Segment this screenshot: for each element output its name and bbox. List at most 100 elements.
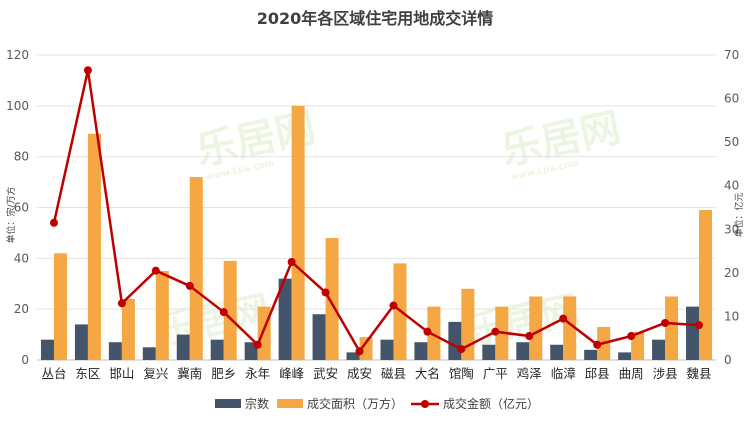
legend: 宗数 成交面积（万方） 成交金额（亿元） xyxy=(215,396,539,411)
bar-count xyxy=(312,314,326,360)
bar-area xyxy=(665,296,679,360)
legend-swatch xyxy=(277,399,303,408)
line-point xyxy=(49,218,58,227)
y2-axis-label: 单位：亿元 xyxy=(733,192,745,237)
line-point xyxy=(321,288,330,297)
chart-title: 2020年各区域住宅用地成交详情 xyxy=(257,9,494,28)
line-point xyxy=(83,66,92,75)
bar-area xyxy=(155,271,169,360)
bar-count xyxy=(414,342,428,360)
y-tick-label: 100 xyxy=(6,99,29,113)
y2-tick-label: 70 xyxy=(724,48,739,62)
bar-area xyxy=(699,210,713,360)
y-tick-label: 60 xyxy=(14,201,29,215)
line-point xyxy=(389,301,398,310)
bar-count xyxy=(584,349,598,360)
bar-count xyxy=(176,334,190,360)
bars xyxy=(40,105,713,360)
bar-count xyxy=(686,306,700,360)
line-point xyxy=(525,332,534,341)
legend-swatch-marker xyxy=(421,400,429,408)
bar-area xyxy=(359,337,373,360)
legend-label: 成交面积（万方） xyxy=(307,396,403,411)
bar-count xyxy=(210,339,224,360)
bar-count xyxy=(482,344,496,360)
x-tick-label: 曲周 xyxy=(619,366,644,381)
line-point xyxy=(423,327,432,336)
amount-line xyxy=(49,66,704,356)
legend-label: 宗数 xyxy=(245,396,269,411)
line-point xyxy=(695,321,704,330)
y2-tick-label: 30 xyxy=(724,222,739,236)
bar-count xyxy=(516,342,530,360)
line-point xyxy=(627,332,636,341)
line-point xyxy=(457,345,466,354)
bar-count xyxy=(448,321,462,360)
y2-tick-label: 10 xyxy=(724,309,739,323)
bar-area xyxy=(631,332,645,360)
y-tick-label: 40 xyxy=(14,251,29,265)
bar-area xyxy=(427,306,441,360)
x-tick-label: 磁县 xyxy=(381,366,406,381)
line-point xyxy=(593,340,602,349)
y-axis-label: 单位：宗/万方 xyxy=(5,186,17,243)
bar-area xyxy=(529,296,543,360)
x-tick-label: 复兴 xyxy=(143,366,168,381)
bar-area xyxy=(223,260,237,360)
x-tick-label: 鸡泽 xyxy=(517,366,542,381)
axes: 0 20 40 60 80 100 120 0 10 20 30 40 50 60 70 丛台 东区 邯山 复兴 冀南… xyxy=(6,48,739,381)
bar-area xyxy=(53,253,67,360)
bar-count xyxy=(74,324,88,360)
x-tick-label: 东区 xyxy=(75,366,100,381)
y2-tick-label: 20 xyxy=(724,266,739,280)
bar-count xyxy=(618,352,632,360)
bar-count xyxy=(278,278,292,360)
bar-area xyxy=(121,299,135,360)
x-tick-label: 永年 xyxy=(245,366,270,381)
x-tick-label: 馆陶 xyxy=(449,366,474,381)
amount-line-path xyxy=(52,69,700,353)
y2-tick-label: 60 xyxy=(724,92,739,106)
bar-count xyxy=(346,352,360,360)
y2-tick-label: 50 xyxy=(724,135,739,149)
x-tick-label: 武安 xyxy=(313,366,338,381)
y-tick-label: 120 xyxy=(6,48,29,62)
y-tick-label: 20 xyxy=(14,302,29,316)
line-point xyxy=(219,308,228,317)
line-point xyxy=(117,299,126,308)
x-tick-label: 魏县 xyxy=(687,366,712,381)
line-point xyxy=(151,266,160,275)
x-tick-label: 冀南 xyxy=(177,366,202,381)
bar-area xyxy=(87,133,101,360)
bar-area xyxy=(461,288,475,360)
x-tick-label: 涉县 xyxy=(653,366,678,381)
x-tick-label: 广平 xyxy=(483,366,508,381)
watermark-group: 乐居网 www.Ljia.com 乐居网 www.Ljia.com 乐居网 乐居… xyxy=(153,105,625,354)
line-point xyxy=(287,257,296,266)
line-point xyxy=(355,347,364,356)
y-tick-label: 80 xyxy=(14,150,29,164)
x-tick-label: 肥乡 xyxy=(211,366,236,381)
x-tick-label: 峰峰 xyxy=(279,366,305,381)
line-point xyxy=(661,318,670,327)
y-tick-label: 0 xyxy=(21,353,29,367)
x-tick-label: 成安 xyxy=(347,366,372,381)
bar-count xyxy=(142,347,156,360)
y2-tick-label: 40 xyxy=(724,179,739,193)
bar-count xyxy=(652,339,666,360)
legend-label: 成交金额（亿元） xyxy=(443,396,539,411)
x-tick-label: 大名 xyxy=(415,366,440,381)
bar-count xyxy=(550,344,564,360)
x-tick-label: 邱县 xyxy=(585,366,610,381)
bar-area xyxy=(325,238,339,360)
legend-swatch xyxy=(215,399,241,408)
bar-count xyxy=(40,339,54,360)
bar-count xyxy=(380,339,394,360)
x-tick-label: 丛台 xyxy=(41,366,66,381)
bar-area xyxy=(563,296,577,360)
gridlines xyxy=(37,54,716,361)
bar-count xyxy=(108,342,122,360)
bar-area xyxy=(189,177,203,360)
